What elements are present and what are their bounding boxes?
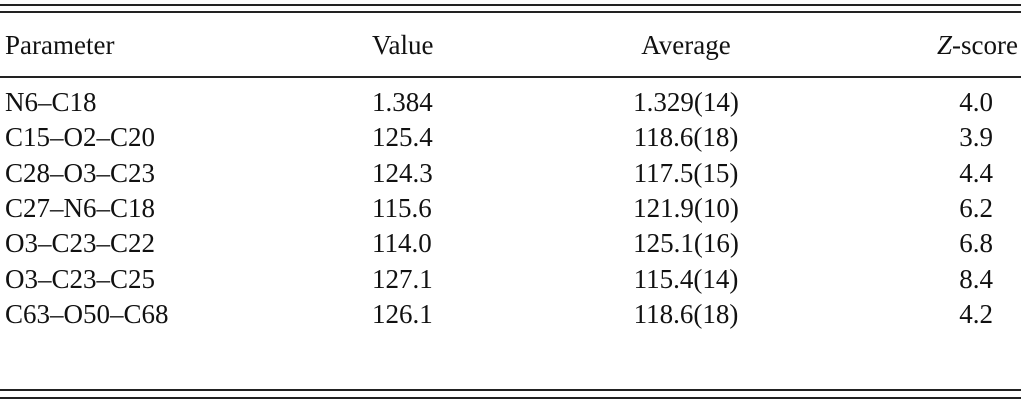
table-cell: 8.4 bbox=[959, 263, 993, 294]
table-cell: 118.6(18) bbox=[633, 298, 739, 329]
table-cell: 4.2 bbox=[959, 298, 993, 329]
table-cell: 121.9(10) bbox=[633, 192, 739, 223]
header-cell: Z-score bbox=[937, 30, 1018, 60]
table-cell: 115.4(14) bbox=[633, 263, 739, 294]
header-rule bbox=[0, 76, 1021, 78]
table-cell: O3–C23–C25 bbox=[5, 263, 156, 294]
table-cell: 4.4 bbox=[959, 157, 993, 188]
header-cell: Value bbox=[372, 30, 434, 60]
table-cell: C15–O2–C20 bbox=[5, 122, 156, 153]
table-cell: 3.9 bbox=[959, 122, 993, 153]
header-text: -score bbox=[952, 30, 1018, 60]
table-cell: C28–O3–C23 bbox=[5, 157, 156, 188]
header-cell: Average bbox=[641, 30, 731, 60]
header-italic: Z bbox=[937, 30, 953, 60]
bottom-rule bbox=[0, 397, 1021, 399]
table-cell: 117.5(15) bbox=[633, 157, 739, 188]
table-cell: 1.384 bbox=[372, 87, 433, 117]
table-cell: C63–O50–C68 bbox=[5, 298, 169, 329]
table-cell: N6–C18 bbox=[5, 87, 97, 117]
top-rule bbox=[0, 4, 1021, 6]
header-cell: Parameter bbox=[5, 30, 115, 60]
table-cell: 6.2 bbox=[959, 192, 993, 223]
table-cell: O3–C23–C22 bbox=[5, 228, 156, 259]
table-cell: 115.6 bbox=[372, 192, 432, 223]
table-cell: 125.1(16) bbox=[633, 228, 739, 259]
top-rule bbox=[0, 11, 1021, 13]
table-cell: 6.8 bbox=[959, 228, 993, 259]
table-cell: C27–N6–C18 bbox=[5, 192, 156, 223]
table-cell: 126.1 bbox=[372, 298, 433, 329]
table-cell: 125.4 bbox=[372, 122, 433, 153]
table-cell: 127.1 bbox=[372, 263, 433, 294]
table-cell: 4.0 bbox=[959, 87, 993, 117]
bottom-rule bbox=[0, 389, 1021, 391]
table-cell: 114.0 bbox=[372, 228, 432, 259]
table-cell: 124.3 bbox=[372, 157, 433, 188]
table-cell: 1.329(14) bbox=[633, 87, 739, 117]
table-cell: 118.6(18) bbox=[633, 122, 739, 153]
